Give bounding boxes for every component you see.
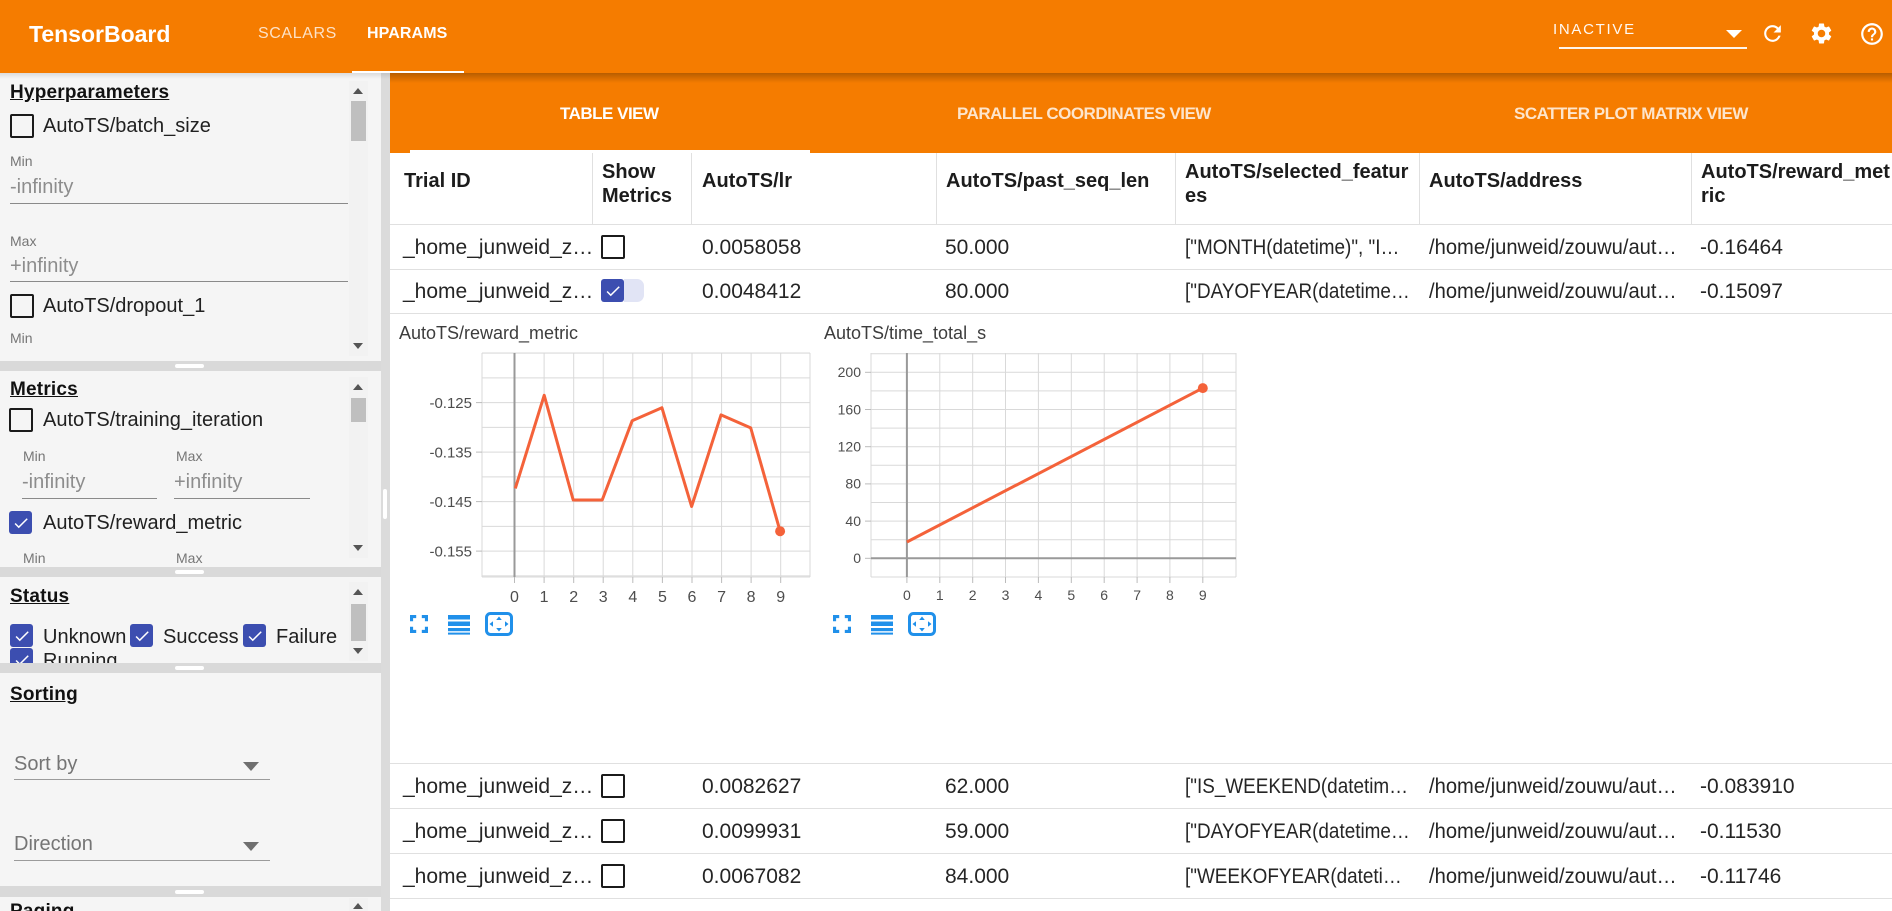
svg-text:2: 2 [569, 589, 578, 606]
svg-text:200: 200 [838, 364, 862, 380]
svg-text:4: 4 [628, 589, 637, 606]
svg-text:9: 9 [1199, 587, 1207, 603]
svg-text:7: 7 [717, 589, 726, 606]
svg-text:0: 0 [903, 587, 911, 603]
svg-text:80: 80 [845, 476, 861, 492]
svg-text:6: 6 [688, 589, 697, 606]
svg-text:5: 5 [1067, 587, 1075, 603]
svg-text:-0.155: -0.155 [429, 544, 472, 561]
svg-text:0: 0 [510, 589, 519, 606]
svg-text:6: 6 [1100, 587, 1108, 603]
svg-text:1: 1 [936, 587, 944, 603]
svg-text:120: 120 [838, 439, 862, 455]
svg-text:2: 2 [969, 587, 977, 603]
svg-text:8: 8 [747, 589, 756, 606]
svg-text:8: 8 [1166, 587, 1174, 603]
svg-text:-0.145: -0.145 [429, 494, 472, 511]
svg-text:160: 160 [838, 401, 862, 417]
svg-text:7: 7 [1133, 587, 1141, 603]
svg-text:1: 1 [540, 589, 549, 606]
svg-text:4: 4 [1035, 587, 1043, 603]
svg-text:3: 3 [599, 589, 608, 606]
svg-text:9: 9 [776, 589, 785, 606]
svg-text:5: 5 [658, 589, 667, 606]
svg-text:0: 0 [853, 550, 861, 566]
svg-text:-0.135: -0.135 [429, 445, 472, 462]
svg-text:3: 3 [1002, 587, 1010, 603]
svg-text:40: 40 [845, 513, 861, 529]
svg-text:-0.125: -0.125 [429, 395, 472, 412]
